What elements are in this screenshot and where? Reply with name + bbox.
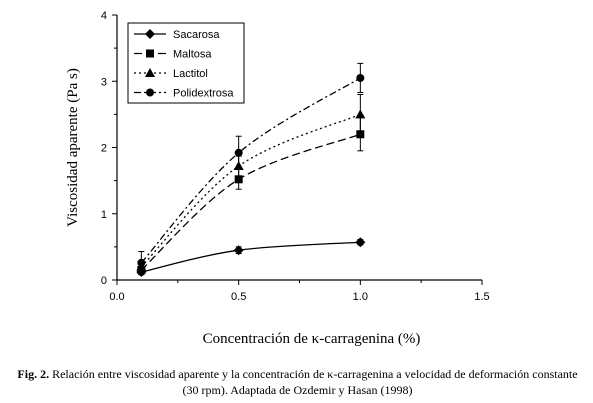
data-point: [234, 175, 243, 184]
series-line: [140, 133, 361, 271]
series-line: [141, 241, 361, 273]
data-point: [355, 237, 366, 248]
legend-marker: [146, 49, 154, 58]
data-point: [355, 109, 366, 119]
legend-marker: [146, 88, 154, 97]
series-maltosa: [137, 117, 365, 275]
legend-item: Lactitol: [134, 68, 208, 80]
series-lactitol: [136, 94, 366, 271]
caption-text: Relación entre viscosidad aparente y la …: [49, 367, 578, 397]
legend-item: Polidextrosa: [134, 88, 234, 100]
y-tick-label: 4: [101, 10, 107, 22]
figure-label: Fig. 2.: [17, 367, 50, 381]
legend-item: Sacarosa: [134, 29, 220, 41]
x-tick-label: 0.0: [109, 291, 124, 303]
legend-label: Sacarosa: [173, 29, 220, 41]
y-axis-title: Viscosidad aparente (Pa s): [65, 68, 81, 227]
legend-label: Lactitol: [173, 68, 208, 80]
legend-label: Maltosa: [173, 49, 212, 61]
data-point: [233, 245, 244, 256]
x-tick-label: 0.5: [231, 291, 246, 303]
legend-marker: [145, 68, 155, 77]
legend: Sacarosa Maltosa Lactitol Polidextrosa: [127, 22, 245, 104]
y-tick-label: 3: [101, 76, 107, 88]
y-tick-label: 2: [101, 143, 107, 155]
legend-item: Maltosa: [134, 49, 212, 61]
x-axis-title: Concentración de κ-carragenina (%): [203, 331, 421, 347]
data-point: [137, 258, 146, 267]
x-tick-label: 1.0: [353, 291, 368, 303]
series-layer: [136, 62, 366, 278]
axes: 0.0 0.5 1.0 1.5 0 1 2 3 4 Concentración de κ-carr…: [65, 10, 490, 347]
x-tick-label: 1.5: [474, 291, 489, 303]
series-sacarosa: [136, 237, 366, 278]
figure-caption: Fig. 2. Relación entre viscosidad aparen…: [10, 366, 585, 398]
y-tick-label: 0: [101, 275, 107, 287]
data-point: [356, 73, 365, 82]
y-tick-label: 1: [101, 209, 107, 221]
series-polidextrosa: [137, 62, 365, 275]
legend-label: Polidextrosa: [173, 88, 234, 100]
data-point: [234, 148, 243, 157]
legend-marker: [145, 29, 155, 39]
